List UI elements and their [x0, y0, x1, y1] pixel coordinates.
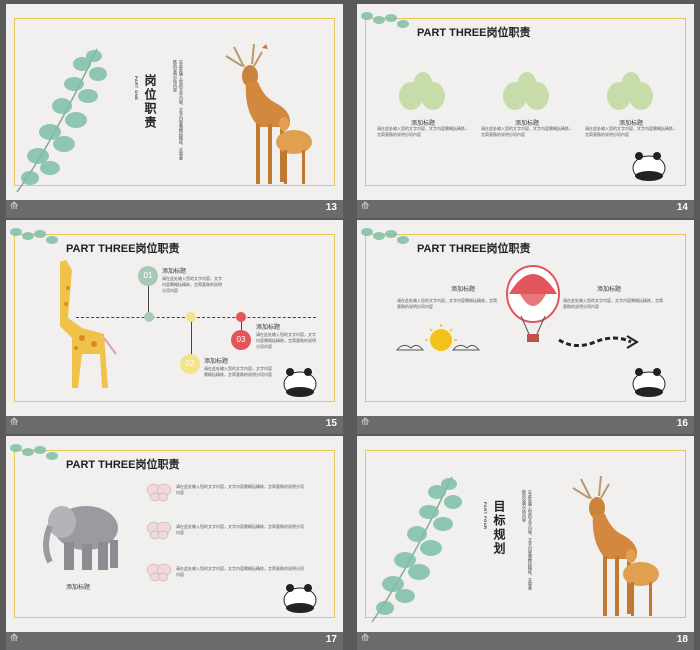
timeline-line — [76, 317, 316, 318]
slide-frame — [14, 450, 335, 618]
eucalyptus-branch-illustration — [16, 48, 107, 193]
slide-number: 16 — [676, 418, 688, 429]
slide-footer: ⟰ 17 — [6, 632, 343, 650]
left-label: 添加标题 — [451, 287, 476, 293]
step-text: 请在此处输入您的文字内容，文字内容需概括精炼，言简意赅的说明分项内容 — [256, 332, 316, 349]
slide-icon: ⟰ — [361, 201, 370, 212]
slide-icon: ⟰ — [10, 417, 19, 428]
slide-icon: ⟰ — [361, 633, 370, 644]
right-text: 请在此处输入您的文字内容，文字内容需概括精炼，言简意赅的说明分项内容 — [563, 298, 663, 309]
slide-title: 目标规划 — [492, 500, 506, 556]
panda-illustration — [632, 152, 666, 181]
slide-15[interactable]: PART THREE岗位职责 01 添加标题 请在此处输入您的文字内容，文字内容… — [6, 220, 343, 434]
step-text: 请在此处输入您的文字内容，文字内容需概括精炼，言简意赅的说明分项内容 — [204, 366, 272, 377]
butterfly-icon — [146, 483, 172, 502]
item-label: 添加标题 — [619, 121, 644, 127]
caption: 添加标题 — [66, 585, 91, 591]
slide-17[interactable]: PART THREE岗位职责 添加标题 请在此处输入您的文字内容，文字内容需概括… — [6, 436, 343, 650]
slide-13[interactable]: 岗位职责 PART ONE 在此处输入您的文字内容，文字内容需概括精炼，言简意赅… — [6, 4, 343, 218]
slide-footer: ⟰ 16 — [357, 416, 694, 434]
slide-number: 15 — [325, 418, 337, 429]
slide-frame — [14, 18, 335, 186]
slide-footer: ⟰ 18 — [357, 632, 694, 650]
slide-frame — [365, 18, 686, 186]
hot-air-balloon-illustration — [506, 265, 560, 342]
step-label: 添加标题 — [204, 359, 229, 365]
elephant-illustration — [43, 506, 118, 570]
slide-icon: ⟰ — [10, 633, 19, 644]
slide-subtitle: PART FOUR — [483, 502, 488, 530]
butterfly-icon — [146, 521, 172, 540]
deer-illustration — [225, 43, 312, 184]
step-number-badge: 03 — [231, 330, 251, 350]
slide-frame — [365, 450, 686, 618]
arrow-illustration — [558, 335, 639, 349]
eucalyptus-branch-illustration — [371, 476, 462, 623]
step-label: 添加标题 — [256, 325, 281, 331]
panda-illustration — [283, 368, 317, 397]
leaf-sprig-illustration — [10, 228, 58, 244]
step-number-badge: 02 — [180, 354, 200, 374]
slide-16[interactable]: PART THREE岗位职责 添加标题 请在此处输入您的文字内容，文字内容需概括… — [357, 220, 694, 434]
panda-illustration — [632, 368, 666, 397]
slide-footer: ⟰ 13 — [6, 200, 343, 218]
row-text: 请在此处输入您的文字内容，文字内容需概括精炼，言简意赅的说明分项内容 — [176, 566, 304, 577]
timeline-connector — [241, 318, 242, 330]
slide-frame — [14, 234, 335, 402]
item-text: 请在此处输入您的文字内容，文字内容需概括精炼，言简意赅的说明分项内容 — [377, 126, 469, 137]
slide-title: PART THREE岗位职责 — [66, 243, 180, 255]
timeline-connector — [191, 318, 192, 360]
butterfly-icon — [146, 563, 172, 582]
leaf-cluster-icon — [607, 72, 653, 110]
slide-body-text: 在此处输入您的文字内容，文字内容需概括精炼，言简意赅的说明分项内容 — [173, 60, 184, 160]
slide-footer: ⟰ 14 — [357, 200, 694, 218]
slide-number: 14 — [676, 202, 688, 213]
timeline-dot — [144, 312, 154, 322]
item-text: 请在此处输入您的文字内容，文字内容需概括精炼，言简意赅的说明分项内容 — [481, 126, 573, 137]
slide-number: 17 — [325, 634, 337, 645]
step-text: 请在此处输入您的文字内容，文字内容需概括精炼，言简意赅的说明分项内容 — [162, 276, 222, 293]
row-text: 请在此处输入您的文字内容，文字内容需概括精炼，言简意赅的说明分项内容 — [176, 524, 304, 535]
item-label: 添加标题 — [515, 121, 540, 127]
step-label: 添加标题 — [162, 269, 187, 275]
deer-illustration — [572, 475, 659, 616]
slide-number: 13 — [325, 202, 337, 213]
timeline-dot — [186, 312, 196, 322]
leaf-cluster-icon — [399, 72, 445, 110]
slide-title: PART THREE岗位职责 — [417, 243, 531, 255]
slide-icon: ⟰ — [361, 417, 370, 428]
panda-illustration — [283, 584, 317, 613]
slide-title: PART THREE岗位职责 — [66, 459, 180, 471]
slide-frame — [365, 234, 686, 402]
step-number-badge: 01 — [138, 266, 158, 286]
slide-18[interactable]: 目标规划 PART FOUR 在此处输入您的文字内容，文字内容需概括精炼，言简意… — [357, 436, 694, 650]
timeline-dot — [236, 312, 246, 322]
slide-14[interactable]: PART THREE岗位职责 添加标题 请在此处输入您的文字内容，文字内容需概括… — [357, 4, 694, 218]
slide-icon: ⟰ — [10, 201, 19, 212]
timeline-connector — [148, 276, 149, 316]
right-label: 添加标题 — [597, 287, 622, 293]
slide-footer: ⟰ 15 — [6, 416, 343, 434]
sun-clouds-illustration — [395, 324, 481, 351]
slide-title: 岗位职责 — [143, 74, 157, 130]
leaf-cluster-icon — [503, 72, 549, 110]
row-text: 请在此处输入您的文字内容，文字内容需概括精炼，言简意赅的说明分项内容 — [176, 484, 304, 495]
giraffe-illustration — [60, 260, 117, 388]
slide-body-text: 在此处输入您的文字内容，文字内容需概括精炼，言简意赅的说明分项内容 — [522, 490, 533, 590]
slide-number: 18 — [676, 634, 688, 645]
item-text: 请在此处输入您的文字内容，文字内容需概括精炼，言简意赅的说明分项内容 — [585, 126, 677, 137]
leaf-sprig-illustration — [361, 228, 409, 244]
leaf-sprig-illustration — [361, 12, 409, 28]
leaf-sprig-illustration — [10, 444, 58, 460]
item-label: 添加标题 — [411, 121, 436, 127]
slide-title: PART THREE岗位职责 — [417, 27, 531, 39]
left-text: 请在此处输入您的文字内容，文字内容需概括精炼，言简意赅的说明分项内容 — [397, 298, 497, 309]
slide-subtitle: PART ONE — [134, 76, 139, 101]
